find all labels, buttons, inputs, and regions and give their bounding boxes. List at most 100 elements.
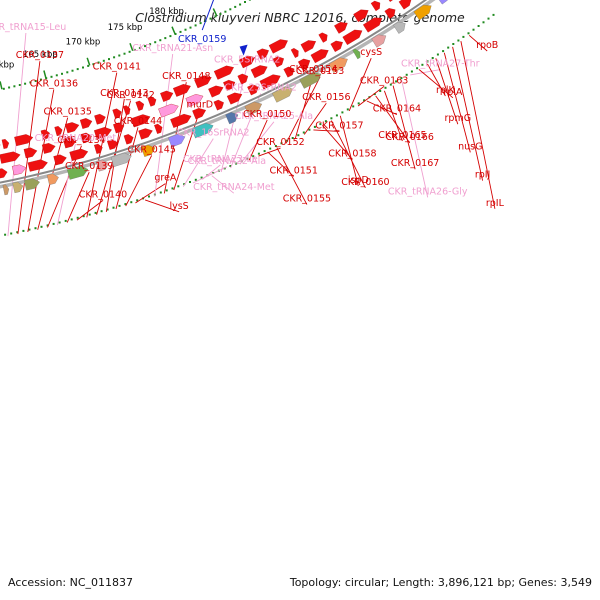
cds-arrow[interactable] xyxy=(342,29,363,46)
gene-label[interactable]: greA xyxy=(154,173,177,184)
cds-arrow[interactable] xyxy=(80,132,92,144)
cds-arrow[interactable] xyxy=(384,8,396,19)
category-block[interactable] xyxy=(110,152,132,167)
gene-label[interactable]: rpmG xyxy=(445,113,472,124)
rna-label[interactable]: CKR_tRNA15-Leu xyxy=(0,22,66,33)
category-block[interactable] xyxy=(393,21,406,34)
category-block[interactable] xyxy=(141,144,156,157)
rna-arrow[interactable] xyxy=(11,164,27,176)
cds-arrow[interactable] xyxy=(283,66,295,78)
rna-label[interactable]: CKR_23SrRNA2 xyxy=(224,83,297,94)
gene-label[interactable]: CKR_0134 xyxy=(57,135,105,146)
cds-arrow[interactable] xyxy=(14,134,34,147)
rna-label[interactable]: CKR_tRNA22-Ala xyxy=(188,156,266,167)
cds-arrow[interactable] xyxy=(94,143,103,154)
gene-label[interactable]: rplK xyxy=(436,85,456,96)
cds-arrow[interactable] xyxy=(138,128,153,140)
gene-label[interactable]: rplA xyxy=(443,87,463,98)
gene-label[interactable]: CKR_0157 xyxy=(315,120,363,131)
cds-arrow[interactable] xyxy=(213,65,234,80)
gene-label[interactable]: ispD xyxy=(348,175,369,186)
cds-arrow[interactable] xyxy=(226,92,243,105)
cds-arrow[interactable] xyxy=(79,118,93,129)
cds-arrow[interactable] xyxy=(154,123,163,134)
gene-label[interactable]: rpoB xyxy=(476,40,498,51)
gene-label[interactable]: CKR_0137 xyxy=(16,50,64,61)
category-block[interactable] xyxy=(225,112,239,125)
category-block[interactable] xyxy=(191,122,214,139)
cds-arrow[interactable] xyxy=(192,108,207,120)
rna-label[interactable]: CKR_tRNA23-Ile xyxy=(183,154,258,165)
cds-arrow[interactable] xyxy=(65,122,80,134)
category-block[interactable] xyxy=(299,72,322,89)
cds-arrow[interactable] xyxy=(23,147,38,159)
cds-arrow[interactable] xyxy=(310,49,329,64)
cds-arrow[interactable] xyxy=(318,32,328,43)
gene-label[interactable]: CKR_0139 xyxy=(65,161,113,172)
cds-arrow[interactable] xyxy=(330,40,343,53)
cds-arrow[interactable] xyxy=(259,74,281,90)
cds-arrow[interactable] xyxy=(334,22,348,34)
cds-arrow[interactable] xyxy=(194,75,212,89)
cds-arrow[interactable] xyxy=(123,134,134,145)
category-block[interactable] xyxy=(436,0,449,5)
gene-label[interactable]: CKR_0145 xyxy=(128,144,176,155)
gene-label[interactable]: CKR_0164 xyxy=(373,104,421,115)
gene-label[interactable]: CKR_0142 xyxy=(106,90,154,101)
gene-label[interactable]: CKR_0153 xyxy=(296,66,344,77)
category-block[interactable] xyxy=(371,34,387,48)
category-block[interactable] xyxy=(244,101,263,116)
rna-label[interactable]: CKR_5SrRNA2 xyxy=(214,54,280,65)
cds-arrow[interactable] xyxy=(353,9,369,23)
gene-label[interactable]: CKR_0148 xyxy=(162,71,210,82)
category-block[interactable] xyxy=(12,181,24,194)
cds-arrow[interactable] xyxy=(385,0,403,2)
cds-arrow[interactable] xyxy=(170,113,192,128)
selected-feature-label[interactable]: CKR_0159 xyxy=(178,34,226,45)
gene-label[interactable]: cysS xyxy=(360,47,382,58)
cds-arrow[interactable] xyxy=(94,113,106,125)
cds-arrow[interactable] xyxy=(256,48,269,60)
cds-arrow[interactable] xyxy=(40,129,50,140)
gene-label[interactable]: CKR_0163 xyxy=(360,75,408,86)
cds-arrow[interactable] xyxy=(123,105,131,116)
gene-label[interactable]: CKR_0165 xyxy=(378,130,426,141)
cds-arrow[interactable] xyxy=(370,0,381,12)
gene-label[interactable]: CKR_0152 xyxy=(256,137,304,148)
gene-label[interactable]: CKR_0136 xyxy=(30,78,78,89)
gene-label[interactable]: CKR_0150 xyxy=(243,109,291,120)
cds-arrow[interactable] xyxy=(173,84,191,97)
cds-arrow[interactable] xyxy=(300,40,317,53)
rna-label[interactable]: CKR_16SrRNA2 xyxy=(177,128,250,139)
gene-label[interactable]: CKR_0151 xyxy=(270,165,318,176)
cds-arrow[interactable] xyxy=(113,122,125,134)
cds-arrow[interactable] xyxy=(250,65,268,79)
rna-arrow[interactable] xyxy=(158,103,179,118)
rna-label[interactable]: CKR_tRNA27-Thr xyxy=(401,59,480,70)
gene-label[interactable]: CKR_0154 xyxy=(289,64,337,75)
gene-label[interactable]: murD xyxy=(187,99,214,110)
gene-label[interactable]: CKR_0156 xyxy=(302,92,350,103)
category-block[interactable] xyxy=(271,86,293,103)
cds-arrow[interactable] xyxy=(237,73,249,85)
gene-label[interactable]: CKR_0141 xyxy=(93,62,141,73)
cds-arrow[interactable] xyxy=(0,151,21,164)
cds-arrow[interactable] xyxy=(135,100,145,111)
category-block[interactable] xyxy=(352,48,361,60)
selected-marker[interactable] xyxy=(239,44,248,56)
cds-arrow[interactable] xyxy=(147,96,157,107)
category-block[interactable] xyxy=(96,159,109,172)
gene-label[interactable]: CKR_0158 xyxy=(328,149,376,160)
gene-label[interactable]: CKR_0160 xyxy=(341,177,389,188)
cds-arrow[interactable] xyxy=(213,99,224,111)
cds-arrow[interactable] xyxy=(27,159,48,172)
rna-label[interactable]: CKR_tRNA20-Met xyxy=(35,133,117,144)
cds-arrow[interactable] xyxy=(0,168,8,179)
rna-label[interactable]: CKR_tRNA24-Met xyxy=(193,182,275,193)
cds-arrow[interactable] xyxy=(297,58,311,70)
gene-label[interactable]: CKR_0140 xyxy=(79,189,127,200)
cds-arrow[interactable] xyxy=(54,126,63,137)
cds-arrow[interactable] xyxy=(1,139,10,149)
cds-arrow[interactable] xyxy=(112,108,122,119)
